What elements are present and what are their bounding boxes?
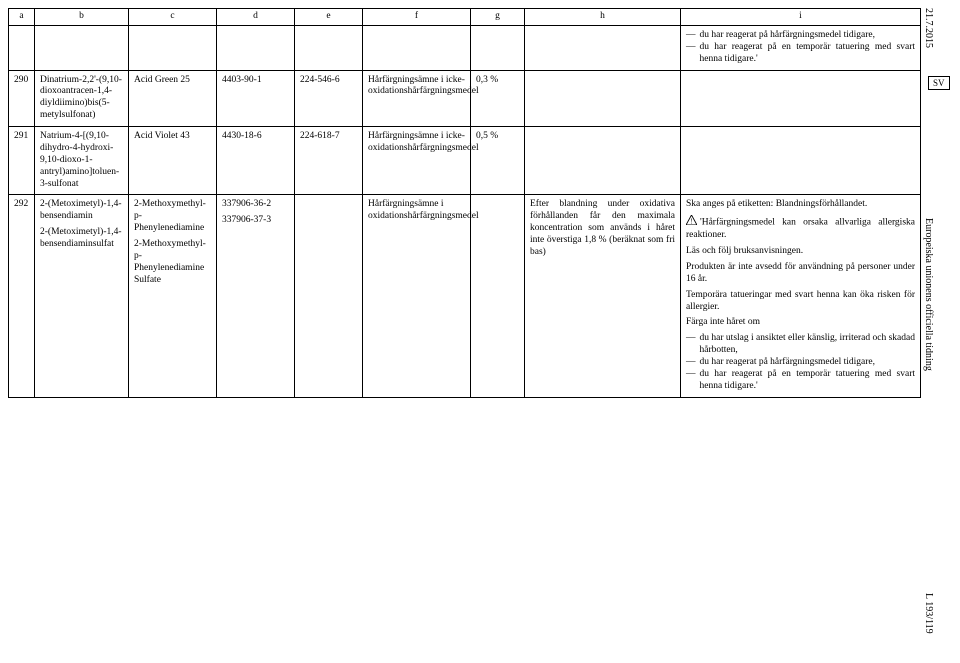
col-a: a xyxy=(9,9,35,26)
cell-producttype: Hårfärgningsämne i icke-oxidationshårfär… xyxy=(363,70,471,127)
warning-icon: ! xyxy=(686,215,697,230)
cell-index: 290 xyxy=(9,70,35,127)
col-e: e xyxy=(295,9,363,26)
list-item: —du har reagerat på hårfärgningsmedel ti… xyxy=(686,30,915,42)
table-header: a b c d e f g h i xyxy=(9,9,921,26)
cell-cas: 4403-90-1 xyxy=(217,70,295,127)
table-row: —du har reagerat på hårfärgningsmedel ti… xyxy=(9,25,921,70)
col-c: c xyxy=(129,9,217,26)
col-g: g xyxy=(471,9,525,26)
cell-producttype: Hårfärgningsämne i oxidationshårfärgning… xyxy=(363,195,471,397)
margin-sv: SV xyxy=(928,76,950,90)
cell-inci: Acid Violet 43 xyxy=(129,127,217,195)
cell-wording: Ska anges på etiketten: Blandningsförhål… xyxy=(681,195,921,397)
table-row: 291 Natrium-4-[(9,10-dihydro-4-hydroxi-9… xyxy=(9,127,921,195)
cell-ec: 224-546-6 xyxy=(295,70,363,127)
svg-text:!: ! xyxy=(690,218,692,225)
cell-producttype: Hårfärgningsämne i icke-oxidationshårfär… xyxy=(363,127,471,195)
cell-ec: 224-618-7 xyxy=(295,127,363,195)
cell-index: 291 xyxy=(9,127,35,195)
col-h: h xyxy=(525,9,681,26)
table-row: 292 2-(Metoximetyl)-1,4-bensendiamin 2-(… xyxy=(9,195,921,397)
cell-inci: Acid Green 25 xyxy=(129,70,217,127)
cell-chemname: 2-(Metoximetyl)-1,4-bensendiamin 2-(Meto… xyxy=(35,195,129,397)
list-item: —du har reagerat på hårfärgningsmedel ti… xyxy=(686,357,915,369)
cell-index: 292 xyxy=(9,195,35,397)
table-row: 290 Dinatrium-2,2'-(9,10-dioxoantracen-1… xyxy=(9,70,921,127)
col-f: f xyxy=(363,9,471,26)
list-item: —du har reagerat på en temporär tatuerin… xyxy=(686,369,915,393)
cell-inci: 2-Methoxymethyl-p-Phenylenediamine 2-Met… xyxy=(129,195,217,397)
col-i: i xyxy=(681,9,921,26)
col-d: d xyxy=(217,9,295,26)
margin-journal: Europeiska unionens officiella tidning xyxy=(923,218,934,371)
col-b: b xyxy=(35,9,129,26)
cell-other: Efter blandning under oxidativa förhålla… xyxy=(525,195,681,397)
list-item: —du har utslag i ansiktet eller känslig,… xyxy=(686,333,915,357)
margin-date: 21.7.2015 xyxy=(923,8,934,48)
cell-cas: 337906-36-2 337906-37-3 xyxy=(217,195,295,397)
cell-chemname: Natrium-4-[(9,10-dihydro-4-hydroxi-9,10-… xyxy=(35,127,129,195)
margin-page: L 193/119 xyxy=(923,593,934,634)
cell-cas: 4430-18-6 xyxy=(217,127,295,195)
cell-maxconc: 0,3 % xyxy=(471,70,525,127)
cell-chemname: Dinatrium-2,2'-(9,10-dioxoantracen-1,4-d… xyxy=(35,70,129,127)
list-item: —du har reagerat på en temporär tatuerin… xyxy=(686,42,915,66)
cell-maxconc: 0,5 % xyxy=(471,127,525,195)
regulation-table: a b c d e f g h i —du har reagerat på hå… xyxy=(8,8,921,398)
